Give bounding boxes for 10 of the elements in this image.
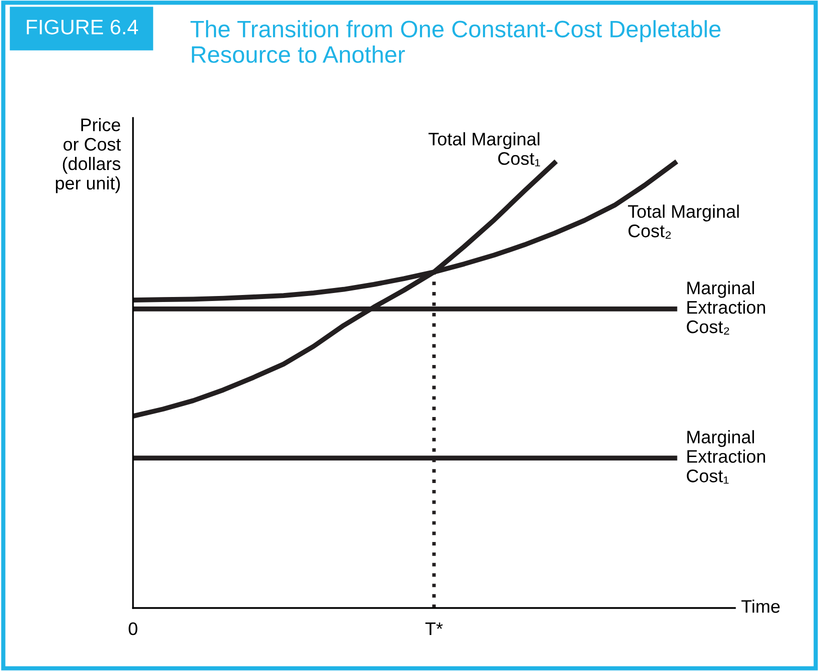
series-label: Total Marginal Cost₂ [628,204,739,239]
series-label: Total Marginal Cost₁ [428,132,540,166]
x-tick-label: 0 [128,622,138,636]
caption: FIGURE 6.4 [26,20,138,34]
series-label: Marginal Extraction Cost₂ [686,281,766,335]
x-tick-label: T* [425,622,443,635]
series-label: Marginal Extraction Cost₁ [686,430,766,484]
chart-title: The Transition from One Constant-Cost Depletable Resource to Another [190,20,720,63]
y-axis-title: Price or Cost (dollars per unit) [56,118,121,194]
x-axis-title: Time [741,600,780,613]
